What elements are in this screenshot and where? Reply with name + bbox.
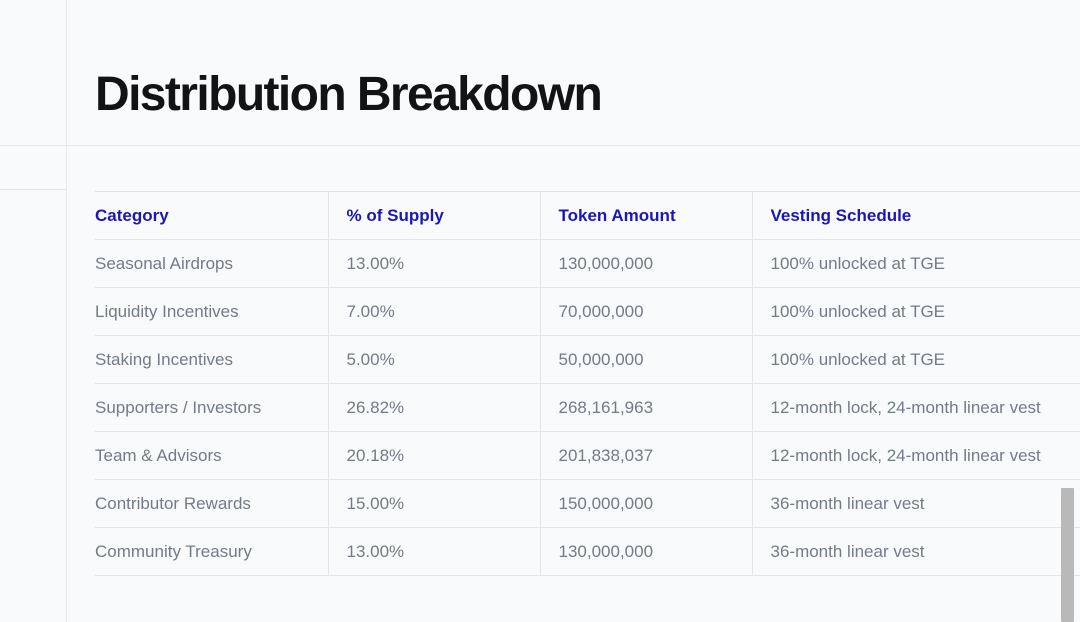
cell-percent-supply: 20.18% bbox=[328, 431, 541, 480]
cell-token-amount: 130,000,000 bbox=[540, 239, 753, 288]
table-row: Staking Incentives 5.00% 50,000,000 100%… bbox=[95, 335, 1080, 384]
cell-token-amount: 150,000,000 bbox=[540, 479, 753, 528]
cell-percent-supply: 5.00% bbox=[328, 335, 541, 384]
column-header-vesting-schedule: Vesting Schedule bbox=[752, 191, 1080, 240]
column-header-percent-supply: % of Supply bbox=[328, 191, 541, 240]
cell-vesting-schedule: 36-month linear vest bbox=[752, 479, 1080, 528]
cell-percent-supply: 26.82% bbox=[328, 383, 541, 432]
cell-category: Staking Incentives bbox=[95, 335, 329, 384]
cell-vesting-schedule: 100% unlocked at TGE bbox=[752, 335, 1080, 384]
cell-category: Community Treasury bbox=[95, 527, 329, 576]
cell-category: Contributor Rewards bbox=[95, 479, 329, 528]
cell-category: Seasonal Airdrops bbox=[95, 239, 329, 288]
cell-percent-supply: 7.00% bbox=[328, 287, 541, 336]
cell-category: Supporters / Investors bbox=[95, 383, 329, 432]
cell-percent-supply: 13.00% bbox=[328, 239, 541, 288]
left-rail bbox=[0, 0, 67, 622]
cell-percent-supply: 15.00% bbox=[328, 479, 541, 528]
table-row: Liquidity Incentives 7.00% 70,000,000 10… bbox=[95, 287, 1080, 336]
cell-vesting-schedule: 100% unlocked at TGE bbox=[752, 239, 1080, 288]
table-row: Supporters / Investors 26.82% 268,161,96… bbox=[95, 383, 1080, 432]
cell-token-amount: 70,000,000 bbox=[540, 287, 753, 336]
cell-vesting-schedule: 100% unlocked at TGE bbox=[752, 287, 1080, 336]
distribution-table: Category % of Supply Token Amount Vestin… bbox=[95, 191, 1080, 576]
page-title: Distribution Breakdown bbox=[95, 68, 603, 121]
distribution-table-container: Category % of Supply Token Amount Vestin… bbox=[95, 191, 1080, 576]
cell-token-amount: 130,000,000 bbox=[540, 527, 753, 576]
rail-divider bbox=[0, 189, 67, 190]
cell-token-amount: 50,000,000 bbox=[540, 335, 753, 384]
table-row: Team & Advisors 20.18% 201,838,037 12-mo… bbox=[95, 431, 1080, 480]
cell-token-amount: 268,161,963 bbox=[540, 383, 753, 432]
cell-category: Liquidity Incentives bbox=[95, 287, 329, 336]
column-header-category: Category bbox=[95, 191, 329, 240]
cell-percent-supply: 13.00% bbox=[328, 527, 541, 576]
table-row: Contributor Rewards 15.00% 150,000,000 3… bbox=[95, 479, 1080, 528]
scrollbar-thumb[interactable] bbox=[1061, 488, 1074, 622]
cell-vesting-schedule: 12-month lock, 24-month linear vest bbox=[752, 383, 1080, 432]
cell-vesting-schedule: 36-month linear vest bbox=[752, 527, 1080, 576]
cell-vesting-schedule: 12-month lock, 24-month linear vest bbox=[752, 431, 1080, 480]
column-header-token-amount: Token Amount bbox=[540, 191, 753, 240]
cell-category: Team & Advisors bbox=[95, 431, 329, 480]
cell-token-amount: 201,838,037 bbox=[540, 431, 753, 480]
table-row: Seasonal Airdrops 13.00% 130,000,000 100… bbox=[95, 239, 1080, 288]
header-divider bbox=[0, 145, 1080, 146]
table-row: Community Treasury 13.00% 130,000,000 36… bbox=[95, 527, 1080, 576]
table-header-row: Category % of Supply Token Amount Vestin… bbox=[95, 191, 1080, 240]
